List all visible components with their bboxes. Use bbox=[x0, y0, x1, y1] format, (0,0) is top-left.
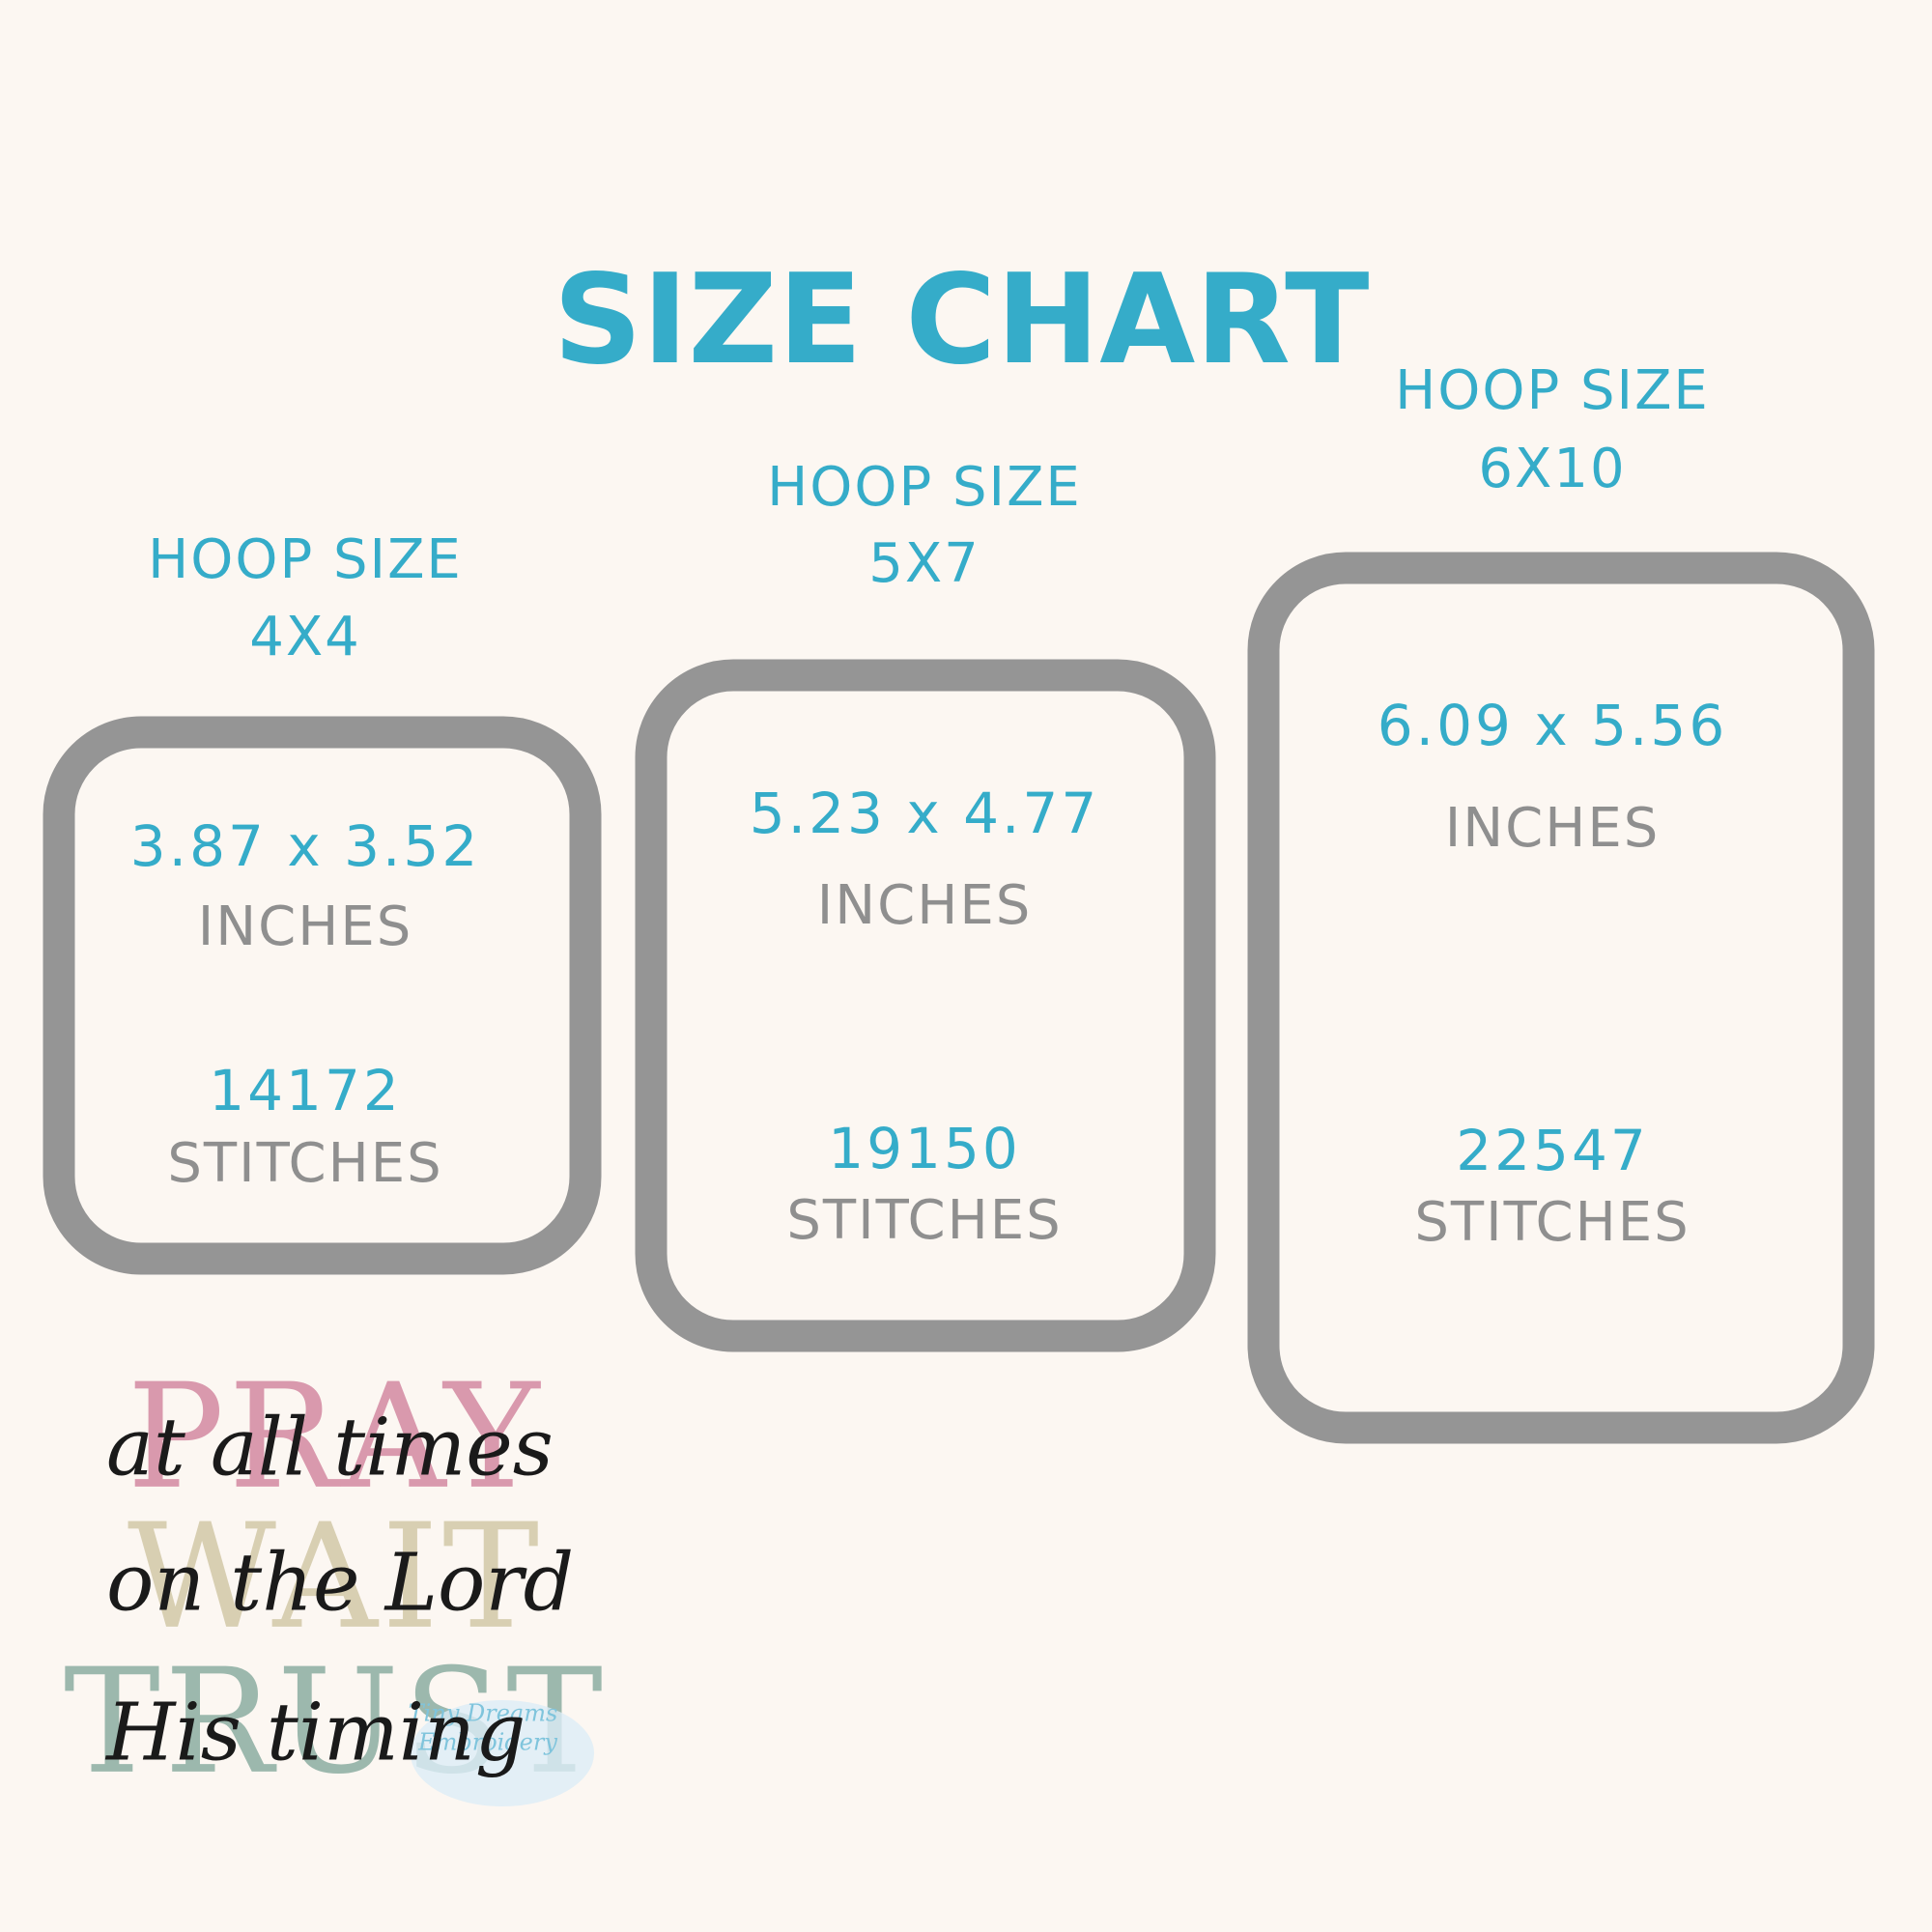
hoop-label: HOOP SIZE bbox=[767, 456, 1082, 519]
watermark: Tiny Dreams bbox=[409, 1700, 558, 1727]
design-preview: PRAY WAIT TRUST Tiny Dreams Embroidery a… bbox=[64, 1353, 603, 1806]
hoop-stitches-unit: STITCHES bbox=[786, 1189, 1062, 1252]
hoop-label: HOOP SIZE bbox=[148, 528, 463, 591]
hoop-stitches: 19150 bbox=[828, 1116, 1021, 1181]
hoop-dimensions-unit: INCHES bbox=[817, 874, 1033, 937]
design-word: PRAY bbox=[127, 1353, 543, 1521]
design-script: His timing bbox=[104, 1688, 526, 1779]
watermark: Embroidery bbox=[417, 1729, 557, 1756]
hoop-label: HOOP SIZE bbox=[1395, 359, 1710, 422]
hoop-size: 5X7 bbox=[868, 532, 980, 595]
hoop-stitches-unit: STITCHES bbox=[167, 1132, 442, 1195]
title: SIZE CHART bbox=[554, 248, 1370, 392]
hoop-dimensions: 3.87 x 3.52 bbox=[130, 813, 480, 879]
design-script: on the Lord bbox=[106, 1538, 574, 1630]
hoop-size: 6X10 bbox=[1478, 438, 1626, 500]
hoop-stitches: 14172 bbox=[209, 1058, 402, 1123]
hoop-dimensions: 5.23 x 4.77 bbox=[750, 781, 1099, 846]
watermark-cloud bbox=[411, 1700, 594, 1806]
hoop-stitches-unit: STITCHES bbox=[1414, 1191, 1690, 1254]
hoop-dimensions: 6.09 x 5.56 bbox=[1378, 693, 1727, 758]
hoop-frame bbox=[1247, 552, 1875, 1444]
hoop-frame bbox=[43, 716, 602, 1275]
hoop-dimensions-unit: INCHES bbox=[1445, 797, 1661, 860]
hoop-frame bbox=[635, 659, 1216, 1352]
hoop-dimensions-unit: INCHES bbox=[198, 895, 413, 958]
design-script: at all times bbox=[106, 1403, 554, 1494]
hoops: HOOP SIZE 4X4 3.87 x 3.52 INCHES 14172 STITCH… bbox=[43, 359, 1875, 1444]
hoop-size: 4X4 bbox=[249, 606, 361, 668]
hoop-stitches: 22547 bbox=[1456, 1118, 1649, 1183]
design-word: WAIT bbox=[128, 1493, 543, 1662]
